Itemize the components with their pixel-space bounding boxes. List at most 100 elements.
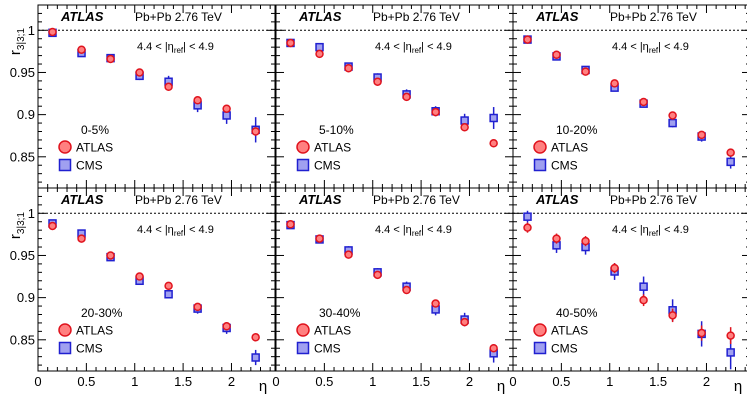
atlas-label: ATLAS: [60, 192, 104, 207]
x-tick-label: 2: [228, 374, 235, 389]
x-tick-label: 1.5: [412, 374, 430, 389]
legend-cms-label: CMS: [551, 159, 578, 173]
y-tick-label: 0.95: [10, 65, 35, 80]
y-tick-label: 1: [28, 23, 35, 38]
atlas-label: ATLAS: [298, 9, 342, 24]
series-atlas: [286, 38, 498, 148]
x-tick-label: 0: [34, 374, 41, 389]
atlas-point: [402, 285, 411, 295]
x-tick-label: 2: [703, 374, 710, 389]
eta-ref-suffix: | < 4.9: [183, 41, 214, 53]
series-atlas: [523, 222, 735, 345]
legend-atlas-marker: [296, 323, 310, 337]
legend-atlas: ATLAS: [533, 323, 588, 338]
eta-ref-prefix: 4.4 < |η: [612, 224, 649, 236]
panel-frame: [275, 187, 514, 372]
atlas-point: [489, 139, 498, 148]
y-axis-label-main: r: [7, 50, 24, 55]
legend-cms-marker: [58, 158, 72, 172]
legend-atlas-label: ATLAS: [314, 141, 351, 155]
atlas-point: [344, 63, 353, 73]
atlas-point: [77, 45, 86, 54]
legend-cms-label: CMS: [314, 159, 341, 173]
legend-atlas-marker: [533, 323, 547, 337]
x-tick-label: 1: [606, 374, 613, 389]
panel-10-20pct: ATLAS Pb+Pb 2.76 TeV 4.4 < |ηref| < 4.9 10-…: [512, 4, 747, 189]
y-axis-label-lower-main: r: [7, 234, 24, 239]
cms-point: [460, 116, 469, 125]
legend-cms-label: CMS: [76, 159, 103, 173]
legend-atlas: ATLAS: [58, 323, 113, 338]
atlas-point: [135, 68, 144, 77]
x-tick-label: 2: [466, 374, 473, 389]
atlas-point: [460, 123, 469, 132]
eta-ref-label: 4.4 < |ηref| < 4.9: [612, 41, 689, 55]
atlas-point: [193, 96, 202, 105]
atlas-point: [286, 38, 295, 48]
eta-ref-suffix: | < 4.9: [658, 224, 689, 236]
legend-cms-label: CMS: [551, 342, 578, 356]
legend-atlas-marker: [296, 140, 310, 154]
eta-ref-sub: ref: [174, 229, 184, 238]
legend-cms: CMS: [58, 342, 103, 356]
y-axis-label-lower-sub: 3|3;1: [16, 212, 27, 234]
system-label: Pb+Pb 2.76 TeV: [373, 193, 460, 207]
legend-atlas: ATLAS: [533, 140, 588, 155]
centrality-label: 30-40%: [319, 306, 361, 320]
eta-ref-sub: ref: [649, 229, 659, 238]
atlas-label: ATLAS: [535, 192, 579, 207]
legend-atlas-marker: [533, 140, 547, 154]
centrality-label: 0-5%: [81, 123, 109, 137]
eta-ref-prefix: 4.4 < |η: [375, 224, 412, 236]
atlas-point: [77, 234, 86, 243]
eta-ref-sub: ref: [174, 46, 184, 55]
panel-frame: [37, 4, 276, 189]
y-tick-label: 1: [28, 206, 35, 221]
atlas-point: [552, 50, 561, 60]
y-tick-label: 0.85: [10, 332, 35, 347]
centrality-label: 5-10%: [319, 123, 354, 137]
atlas-point: [373, 270, 382, 280]
x-tick-label: 0.5: [77, 374, 95, 389]
atlas-point: [523, 35, 532, 44]
cms-point: [315, 42, 324, 52]
atlas-point: [668, 311, 677, 320]
atlas-point: [581, 67, 590, 76]
atlas-point: [460, 317, 469, 327]
x-tick-label: 1: [131, 374, 138, 389]
atlas-point: [222, 104, 231, 113]
legend-cms: CMS: [58, 158, 103, 173]
atlas-point: [48, 221, 57, 231]
legend-cms-marker: [296, 341, 310, 355]
atlas-point: [106, 251, 115, 260]
legend-cms-marker: [533, 341, 547, 355]
x-tick-label: 0.5: [315, 374, 333, 389]
eta-ref-prefix: 4.4 < |η: [612, 41, 649, 53]
atlas-point: [431, 107, 440, 117]
cms-point: [726, 348, 735, 357]
legend-cms-marker: [533, 158, 547, 172]
panel-30-40pct: 0 0.5 1 1.5 2 η ATLAS Pb+Pb 2.76 TeV 4.4 < |ηref…: [272, 187, 514, 395]
cms-point: [164, 290, 173, 299]
legend-cms-label: CMS: [314, 342, 341, 356]
panel-frame: [37, 187, 276, 372]
eta-ref-prefix: 4.4 < |η: [375, 41, 412, 53]
y-tick-label: 0.9: [17, 107, 35, 122]
eta-ref-label: 4.4 < |ηref| < 4.9: [375, 224, 452, 238]
x-tick-label: 1.5: [174, 374, 192, 389]
eta-ref-suffix: | < 4.9: [421, 224, 452, 236]
legend-cms: CMS: [533, 341, 578, 356]
atlas-label: ATLAS: [535, 9, 579, 24]
atlas-point: [668, 111, 677, 120]
atlas-label: ATLAS: [298, 192, 342, 207]
atlas-point: [315, 49, 324, 59]
centrality-label: 20-30%: [81, 306, 123, 320]
centrality-label: 10-20%: [556, 123, 598, 137]
eta-ref-suffix: | < 4.9: [421, 41, 452, 53]
atlas-point: [164, 82, 173, 92]
legend-atlas-label: ATLAS: [76, 141, 113, 155]
x-tick-label: 1: [369, 374, 376, 389]
system-label: Pb+Pb 2.76 TeV: [610, 193, 697, 207]
y-axis-label-lower: r3|3;1: [7, 212, 27, 239]
